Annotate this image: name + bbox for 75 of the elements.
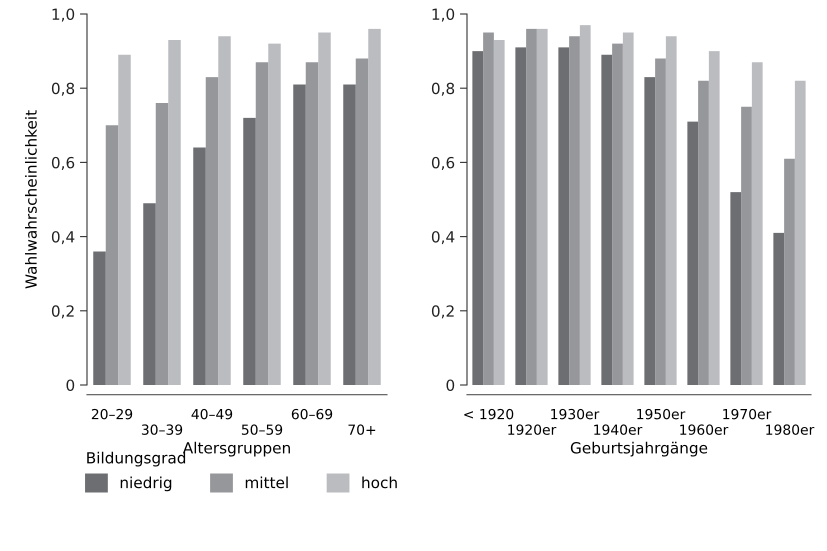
bar [752,62,763,385]
y-tick-label: 0,4 [52,231,74,244]
y-tick-label: 0,8 [52,82,74,96]
bar [306,62,318,385]
x-tick-label: 1930er [551,408,600,420]
bar [687,122,698,385]
bar [644,77,656,385]
bar [655,58,666,385]
y-tick-label: 0,8 [432,82,454,96]
bar [794,80,806,385]
bar [93,251,106,385]
y-tick-label: 0 [446,379,454,392]
bar [368,28,381,385]
x-tick-label: 1980er [766,424,814,435]
legend-label: niedrig [120,476,172,492]
bar [622,32,634,385]
x-tick-label: 1960er [680,424,728,435]
x-axis-title: Altersgruppen [182,442,290,457]
y-tick-label: 0,6 [52,156,74,170]
bar [558,47,570,385]
x-tick-label: 30–39 [142,424,182,435]
bar [515,47,526,385]
bar [106,125,118,385]
x-tick-label: 1920er [508,424,556,435]
bar [708,51,720,385]
bar [601,54,612,385]
y-tick-label: 0,6 [432,156,454,170]
bar [698,80,709,385]
x-tick-label: 20–29 [92,408,132,420]
x-tick-label: 1950er [637,408,686,420]
bar [730,192,742,385]
bar [483,32,494,385]
x-tick-label: 70+ [348,424,376,435]
legend-title: Bildungsgrad [87,452,186,467]
bar [118,54,131,385]
bar [580,25,591,385]
bar [318,32,331,385]
x-tick-label: 40–49 [192,408,232,420]
bar [206,77,218,385]
y-tick-label: 1,0 [432,8,454,22]
bar [293,84,306,385]
bar [143,203,156,385]
legend-label: hoch [362,476,397,488]
y-tick-label: 0,2 [432,305,454,318]
y-axis-title: Wahlwahrscheinlichkeit [25,110,37,289]
bar [343,84,356,385]
bar [666,36,677,385]
x-tick-label: 1940er [594,424,642,435]
bar [268,44,281,385]
bar [536,28,548,385]
bar [356,58,368,385]
y-tick-label: 0 [66,379,74,392]
bar [243,118,256,385]
y-tick-label: 0,4 [432,231,454,244]
bar [773,232,784,385]
bar [156,103,168,385]
x-tick-label: 50–59 [242,424,282,435]
x-tick-label: 60–69 [292,408,332,420]
bar [168,40,181,385]
x-axis-title: Geburtsjahrgänge [570,442,708,457]
bar [218,36,231,385]
x-tick-label: 1970er [723,408,772,420]
bar [526,28,537,385]
y-tick-label: 1,0 [52,8,74,22]
bar [193,148,206,385]
legend-label: mittel [246,476,288,488]
bar [784,158,795,385]
bar [494,40,505,385]
bar [256,62,268,385]
bar [472,51,484,385]
y-tick-label: 0,2 [52,305,74,318]
x-tick-label: < 1920 [464,408,514,420]
bar [741,106,752,385]
bar [612,44,623,385]
bar [569,36,580,385]
